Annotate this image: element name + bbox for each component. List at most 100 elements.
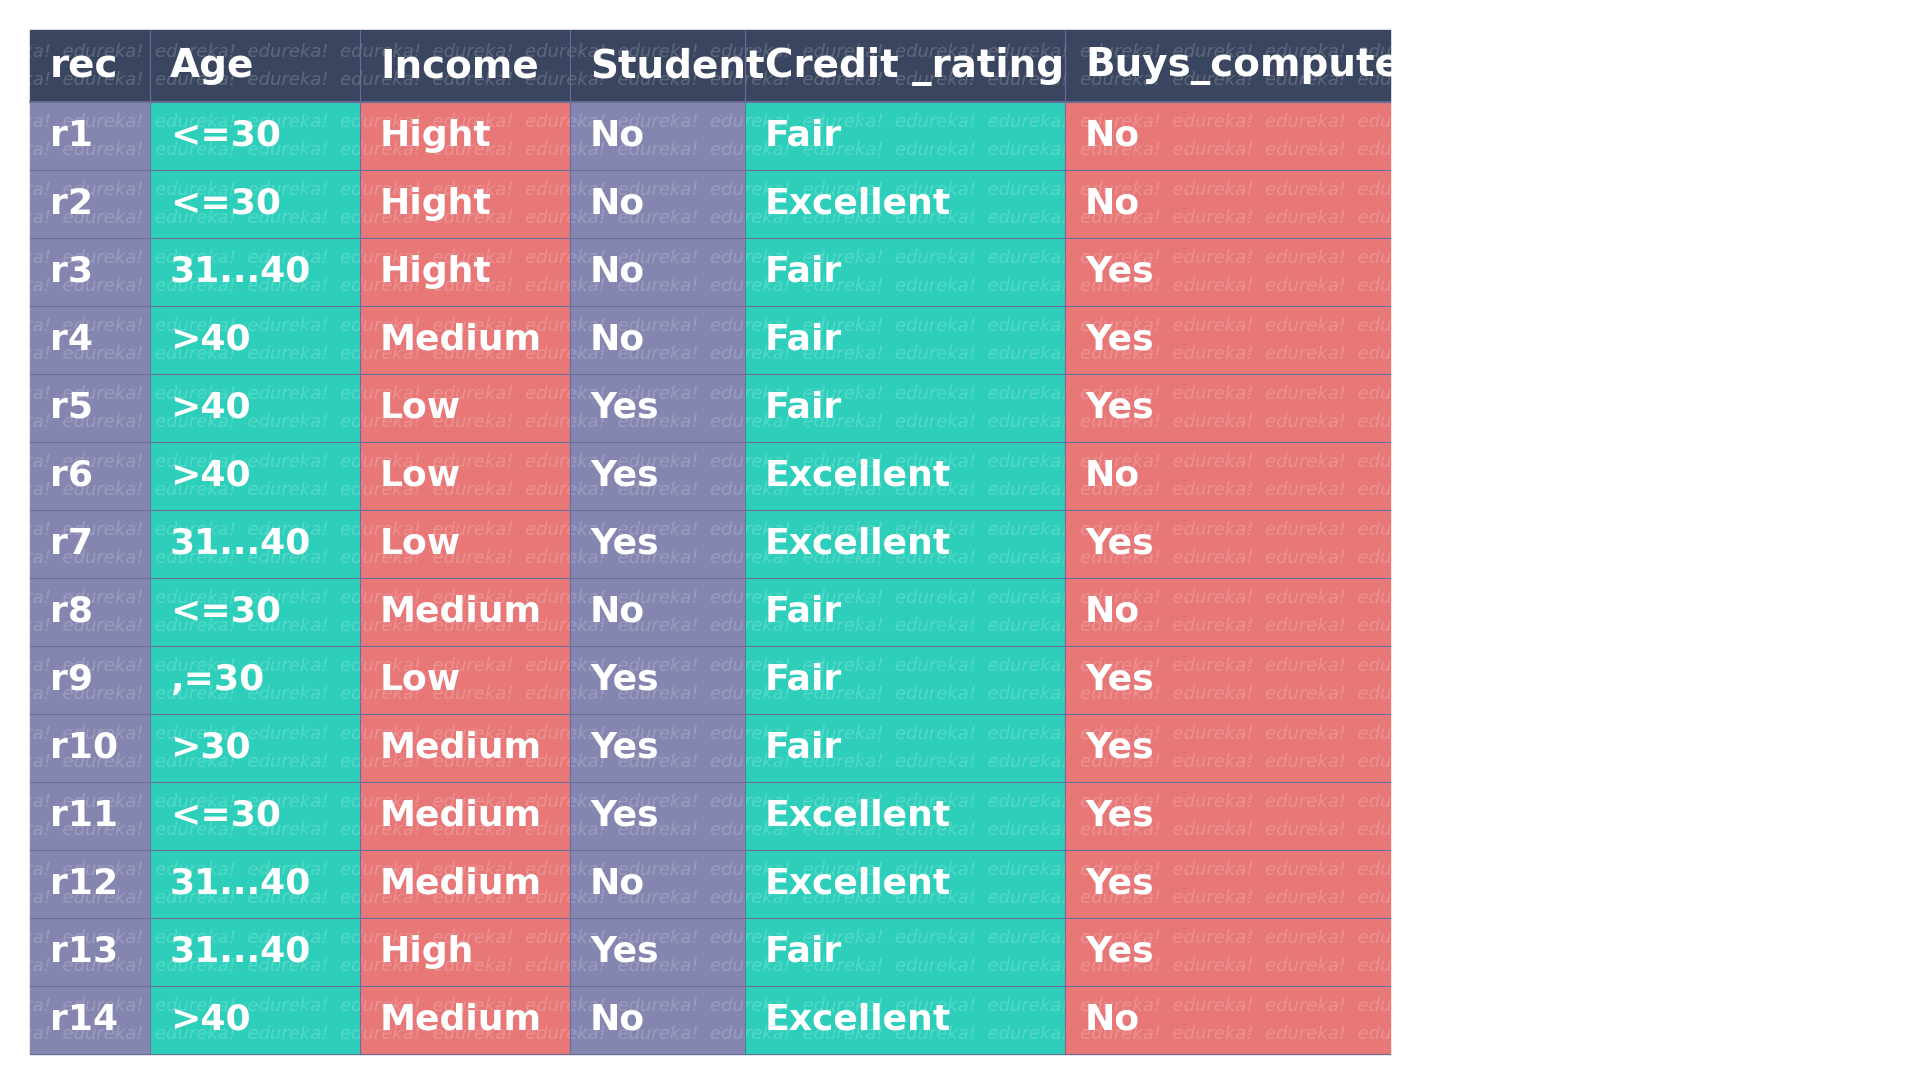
Text: Excellent: Excellent [764, 867, 950, 901]
Text: edureka!  edureka!  edureka!  edureka!  edureka!  edureka!  edureka!  edureka!  : edureka! edureka! edureka! edureka! edur… [0, 71, 1636, 90]
Text: Yes: Yes [1085, 731, 1154, 765]
Text: Fair: Fair [764, 731, 843, 765]
Bar [570, 646, 745, 714]
Bar [150, 578, 361, 646]
Text: edureka!  edureka!  edureka!  edureka!  edureka!  edureka!  edureka!  edureka!  : edureka! edureka! edureka! edureka! edur… [0, 930, 1636, 947]
Text: edureka!  edureka!  edureka!  edureka!  edureka!  edureka!  edureka!  edureka!  : edureka! edureka! edureka! edureka! edur… [0, 658, 1636, 675]
Text: r12: r12 [50, 867, 119, 901]
Text: r7: r7 [50, 527, 92, 561]
Text: Yes: Yes [1085, 391, 1154, 426]
Text: Low: Low [380, 459, 461, 492]
Text: r6: r6 [50, 459, 92, 492]
Text: Yes: Yes [1085, 799, 1154, 833]
Text: ,=30: ,=30 [171, 663, 265, 697]
Bar [361, 306, 570, 374]
Bar [361, 374, 570, 442]
Text: Excellent: Excellent [764, 187, 950, 221]
Text: Low: Low [380, 527, 461, 561]
Text: edureka!  edureka!  edureka!  edureka!  edureka!  edureka!  edureka!  edureka!  : edureka! edureka! edureka! edureka! edur… [0, 794, 1636, 811]
Text: edureka!  edureka!  edureka!  edureka!  edureka!  edureka!  edureka!  edureka!  : edureka! edureka! edureka! edureka! edur… [0, 181, 1636, 200]
Bar [570, 782, 745, 850]
Bar [361, 714, 570, 782]
Bar [150, 918, 361, 986]
Text: edureka!  edureka!  edureka!  edureka!  edureka!  edureka!  edureka!  edureka!  : edureka! edureka! edureka! edureka! edur… [0, 522, 1636, 539]
Text: Yes: Yes [589, 527, 659, 561]
Bar [361, 578, 570, 646]
Text: edureka!  edureka!  edureka!  edureka!  edureka!  edureka!  edureka!  edureka!  : edureka! edureka! edureka! edureka! edur… [0, 821, 1636, 838]
Text: Yes: Yes [1085, 323, 1154, 357]
Text: Fair: Fair [764, 663, 843, 697]
Bar [31, 918, 150, 986]
Bar [361, 646, 570, 714]
Text: Yes: Yes [1085, 255, 1154, 289]
Bar [570, 238, 745, 306]
Bar [31, 170, 150, 238]
Text: Buys_computer: Buys_computer [1085, 48, 1421, 85]
Text: Excellent: Excellent [764, 1003, 950, 1037]
Bar [31, 646, 150, 714]
Text: r14: r14 [50, 1003, 119, 1037]
Text: r4: r4 [50, 323, 92, 357]
Text: edureka!  edureka!  edureka!  edureka!  edureka!  edureka!  edureka!  edureka!  : edureka! edureka! edureka! edureka! edur… [0, 889, 1636, 906]
Text: <=30: <=30 [171, 595, 280, 629]
Text: Income: Income [380, 48, 540, 85]
Bar [150, 646, 361, 714]
Text: Yes: Yes [1085, 663, 1154, 697]
Bar [31, 714, 150, 782]
Text: No: No [1085, 119, 1140, 153]
Text: Yes: Yes [589, 731, 659, 765]
Text: edureka!  edureka!  edureka!  edureka!  edureka!  edureka!  edureka!  edureka!  : edureka! edureka! edureka! edureka! edur… [0, 249, 1636, 268]
Text: edureka!  edureka!  edureka!  edureka!  edureka!  edureka!  edureka!  edureka!  : edureka! edureka! edureka! edureka! edur… [0, 617, 1636, 635]
Text: Hight: Hight [380, 119, 492, 153]
Bar [31, 782, 150, 850]
Text: edureka!  edureka!  edureka!  edureka!  edureka!  edureka!  edureka!  edureka!  : edureka! edureka! edureka! edureka! edur… [0, 481, 1636, 499]
Text: rec: rec [50, 48, 119, 85]
Text: edureka!  edureka!  edureka!  edureka!  edureka!  edureka!  edureka!  edureka!  : edureka! edureka! edureka! edureka! edur… [0, 549, 1636, 567]
Text: Excellent: Excellent [764, 527, 950, 561]
Text: Fair: Fair [764, 255, 843, 289]
Bar [361, 170, 570, 238]
Text: Fair: Fair [764, 391, 843, 426]
Text: 31...40: 31...40 [171, 935, 311, 969]
Bar [570, 30, 745, 102]
Bar [1066, 102, 1390, 170]
Bar [361, 918, 570, 986]
Text: Medium: Medium [380, 799, 541, 833]
Text: No: No [589, 119, 645, 153]
Text: r11: r11 [50, 799, 119, 833]
Text: Age: Age [171, 48, 253, 85]
Bar [745, 442, 1066, 510]
Bar [570, 510, 745, 578]
Bar [1066, 918, 1390, 986]
Bar [1066, 30, 1390, 102]
Bar [361, 442, 570, 510]
Bar [31, 30, 150, 102]
Bar [745, 30, 1066, 102]
Bar [150, 986, 361, 1054]
Bar [361, 102, 570, 170]
Text: r8: r8 [50, 595, 92, 629]
Bar [745, 986, 1066, 1054]
Text: Credit _rating: Credit _rating [764, 46, 1064, 85]
Bar [31, 306, 150, 374]
Text: edureka!  edureka!  edureka!  edureka!  edureka!  edureka!  edureka!  edureka!  : edureka! edureka! edureka! edureka! edur… [0, 318, 1636, 336]
Text: >30: >30 [171, 731, 252, 765]
Text: edureka!  edureka!  edureka!  edureka!  edureka!  edureka!  edureka!  edureka!  : edureka! edureka! edureka! edureka! edur… [0, 276, 1636, 295]
Bar [31, 442, 150, 510]
Text: No: No [1085, 187, 1140, 221]
Text: <=30: <=30 [171, 187, 280, 221]
Bar [1066, 170, 1390, 238]
Text: Yes: Yes [589, 391, 659, 426]
Bar [570, 102, 745, 170]
Text: Low: Low [380, 663, 461, 697]
Text: 31...40: 31...40 [171, 867, 311, 901]
Bar [1066, 714, 1390, 782]
Bar [1066, 442, 1390, 510]
Bar [150, 238, 361, 306]
Bar [1066, 850, 1390, 918]
Text: No: No [1085, 1003, 1140, 1037]
Text: edureka!  edureka!  edureka!  edureka!  edureka!  edureka!  edureka!  edureka!  : edureka! edureka! edureka! edureka! edur… [0, 753, 1636, 771]
Text: No: No [589, 323, 645, 357]
Bar [361, 30, 570, 102]
Text: edureka!  edureka!  edureka!  edureka!  edureka!  edureka!  edureka!  edureka!  : edureka! edureka! edureka! edureka! edur… [0, 862, 1636, 879]
